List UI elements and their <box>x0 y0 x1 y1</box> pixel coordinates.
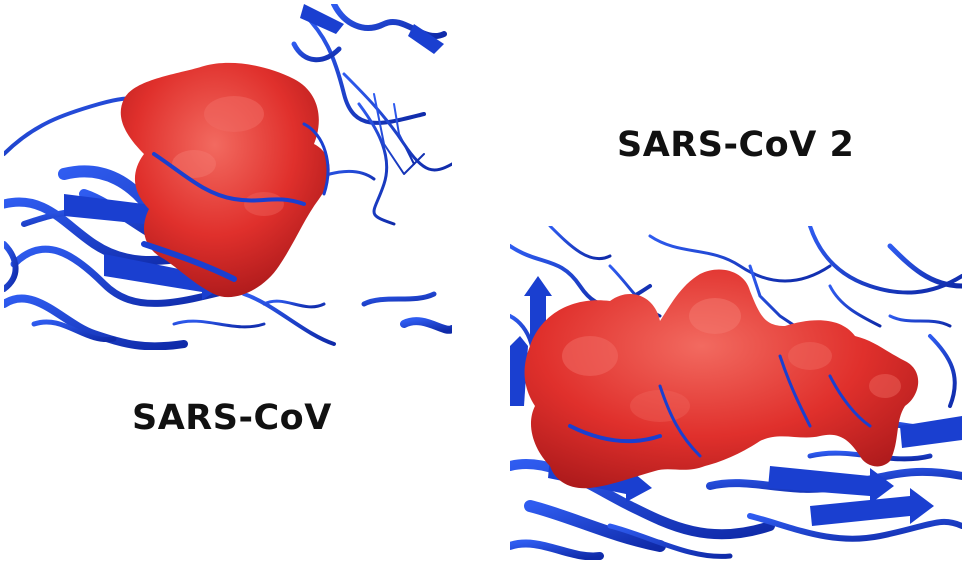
sars-cov-structure-image <box>4 4 452 350</box>
protein-ribbon <box>4 4 452 350</box>
protein-strands <box>64 4 444 300</box>
sars-cov-label: SARS-CoV <box>132 398 332 438</box>
binding-pocket-surface <box>524 269 919 489</box>
sars-cov-2-label: SARS-CoV 2 <box>617 125 855 165</box>
sars-cov-2-structure-image <box>510 226 962 560</box>
binding-pocket-surface <box>120 62 330 298</box>
